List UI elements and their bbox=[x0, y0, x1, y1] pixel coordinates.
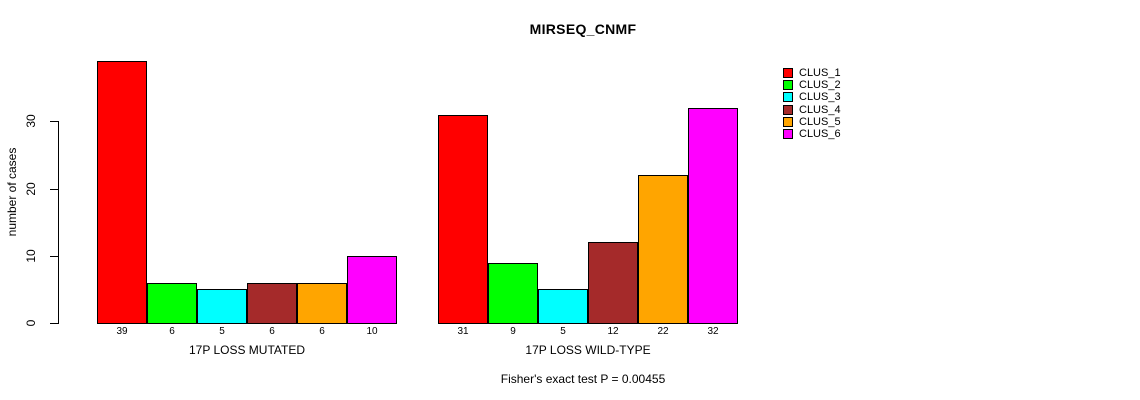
y-tick bbox=[50, 188, 58, 190]
chart-title: MIRSEQ_CNMF bbox=[529, 21, 637, 37]
bar-value-label: 31 bbox=[457, 326, 469, 337]
y-tick-label: 10 bbox=[24, 249, 38, 263]
bar bbox=[347, 255, 397, 324]
annotation-text: Fisher's exact test P = 0.00455 bbox=[500, 372, 666, 386]
bar-value-label: 12 bbox=[607, 326, 619, 337]
legend-swatch bbox=[783, 92, 793, 103]
bar bbox=[688, 107, 738, 324]
bar-value-label: 9 bbox=[510, 326, 516, 337]
bar-value-label: 6 bbox=[169, 326, 175, 337]
legend-label: CLUS_6 bbox=[799, 128, 841, 140]
legend-label: CLUS_5 bbox=[799, 115, 841, 128]
y-axis-label: number of cases bbox=[5, 147, 19, 237]
legend-label: CLUS_2 bbox=[799, 79, 841, 92]
legend-swatch bbox=[783, 116, 793, 127]
legend-label: CLUS_1 bbox=[799, 67, 841, 79]
bar-value-label: 32 bbox=[707, 326, 719, 337]
bar-value-label: 39 bbox=[116, 326, 128, 337]
bar-value-label: 5 bbox=[560, 326, 566, 337]
bar bbox=[638, 175, 688, 324]
bar bbox=[247, 282, 297, 324]
bar-value-label: 10 bbox=[366, 326, 378, 337]
bar-value-label: 6 bbox=[319, 326, 325, 337]
x-axis-group-label: 17P LOSS WILD-TYPE bbox=[525, 343, 651, 357]
legend-swatch bbox=[783, 68, 793, 78]
legend-swatch bbox=[783, 129, 793, 139]
bar bbox=[438, 114, 488, 324]
y-tick bbox=[50, 255, 58, 257]
y-tick-label: 30 bbox=[24, 114, 38, 129]
legend-label: CLUS_3 bbox=[799, 91, 841, 104]
y-tick-label: 20 bbox=[24, 181, 38, 196]
bar-value-label: 6 bbox=[269, 326, 275, 337]
bar bbox=[488, 262, 538, 324]
bar bbox=[538, 289, 588, 324]
y-tick bbox=[50, 323, 58, 324]
y-tick bbox=[50, 121, 58, 123]
bar bbox=[147, 282, 197, 324]
legend-label: CLUS_4 bbox=[799, 103, 841, 116]
y-axis-line bbox=[57, 121, 59, 324]
x-axis-group-label: 17P LOSS MUTATED bbox=[188, 343, 306, 357]
bar-value-label: 22 bbox=[657, 326, 669, 337]
bar bbox=[97, 60, 147, 324]
bar bbox=[588, 242, 638, 324]
bar-value-label: 5 bbox=[219, 326, 225, 337]
legend-swatch bbox=[783, 80, 793, 91]
legend-swatch bbox=[783, 104, 793, 115]
y-tick-label: 0 bbox=[24, 319, 38, 327]
bar bbox=[197, 289, 247, 324]
bar bbox=[297, 282, 347, 324]
